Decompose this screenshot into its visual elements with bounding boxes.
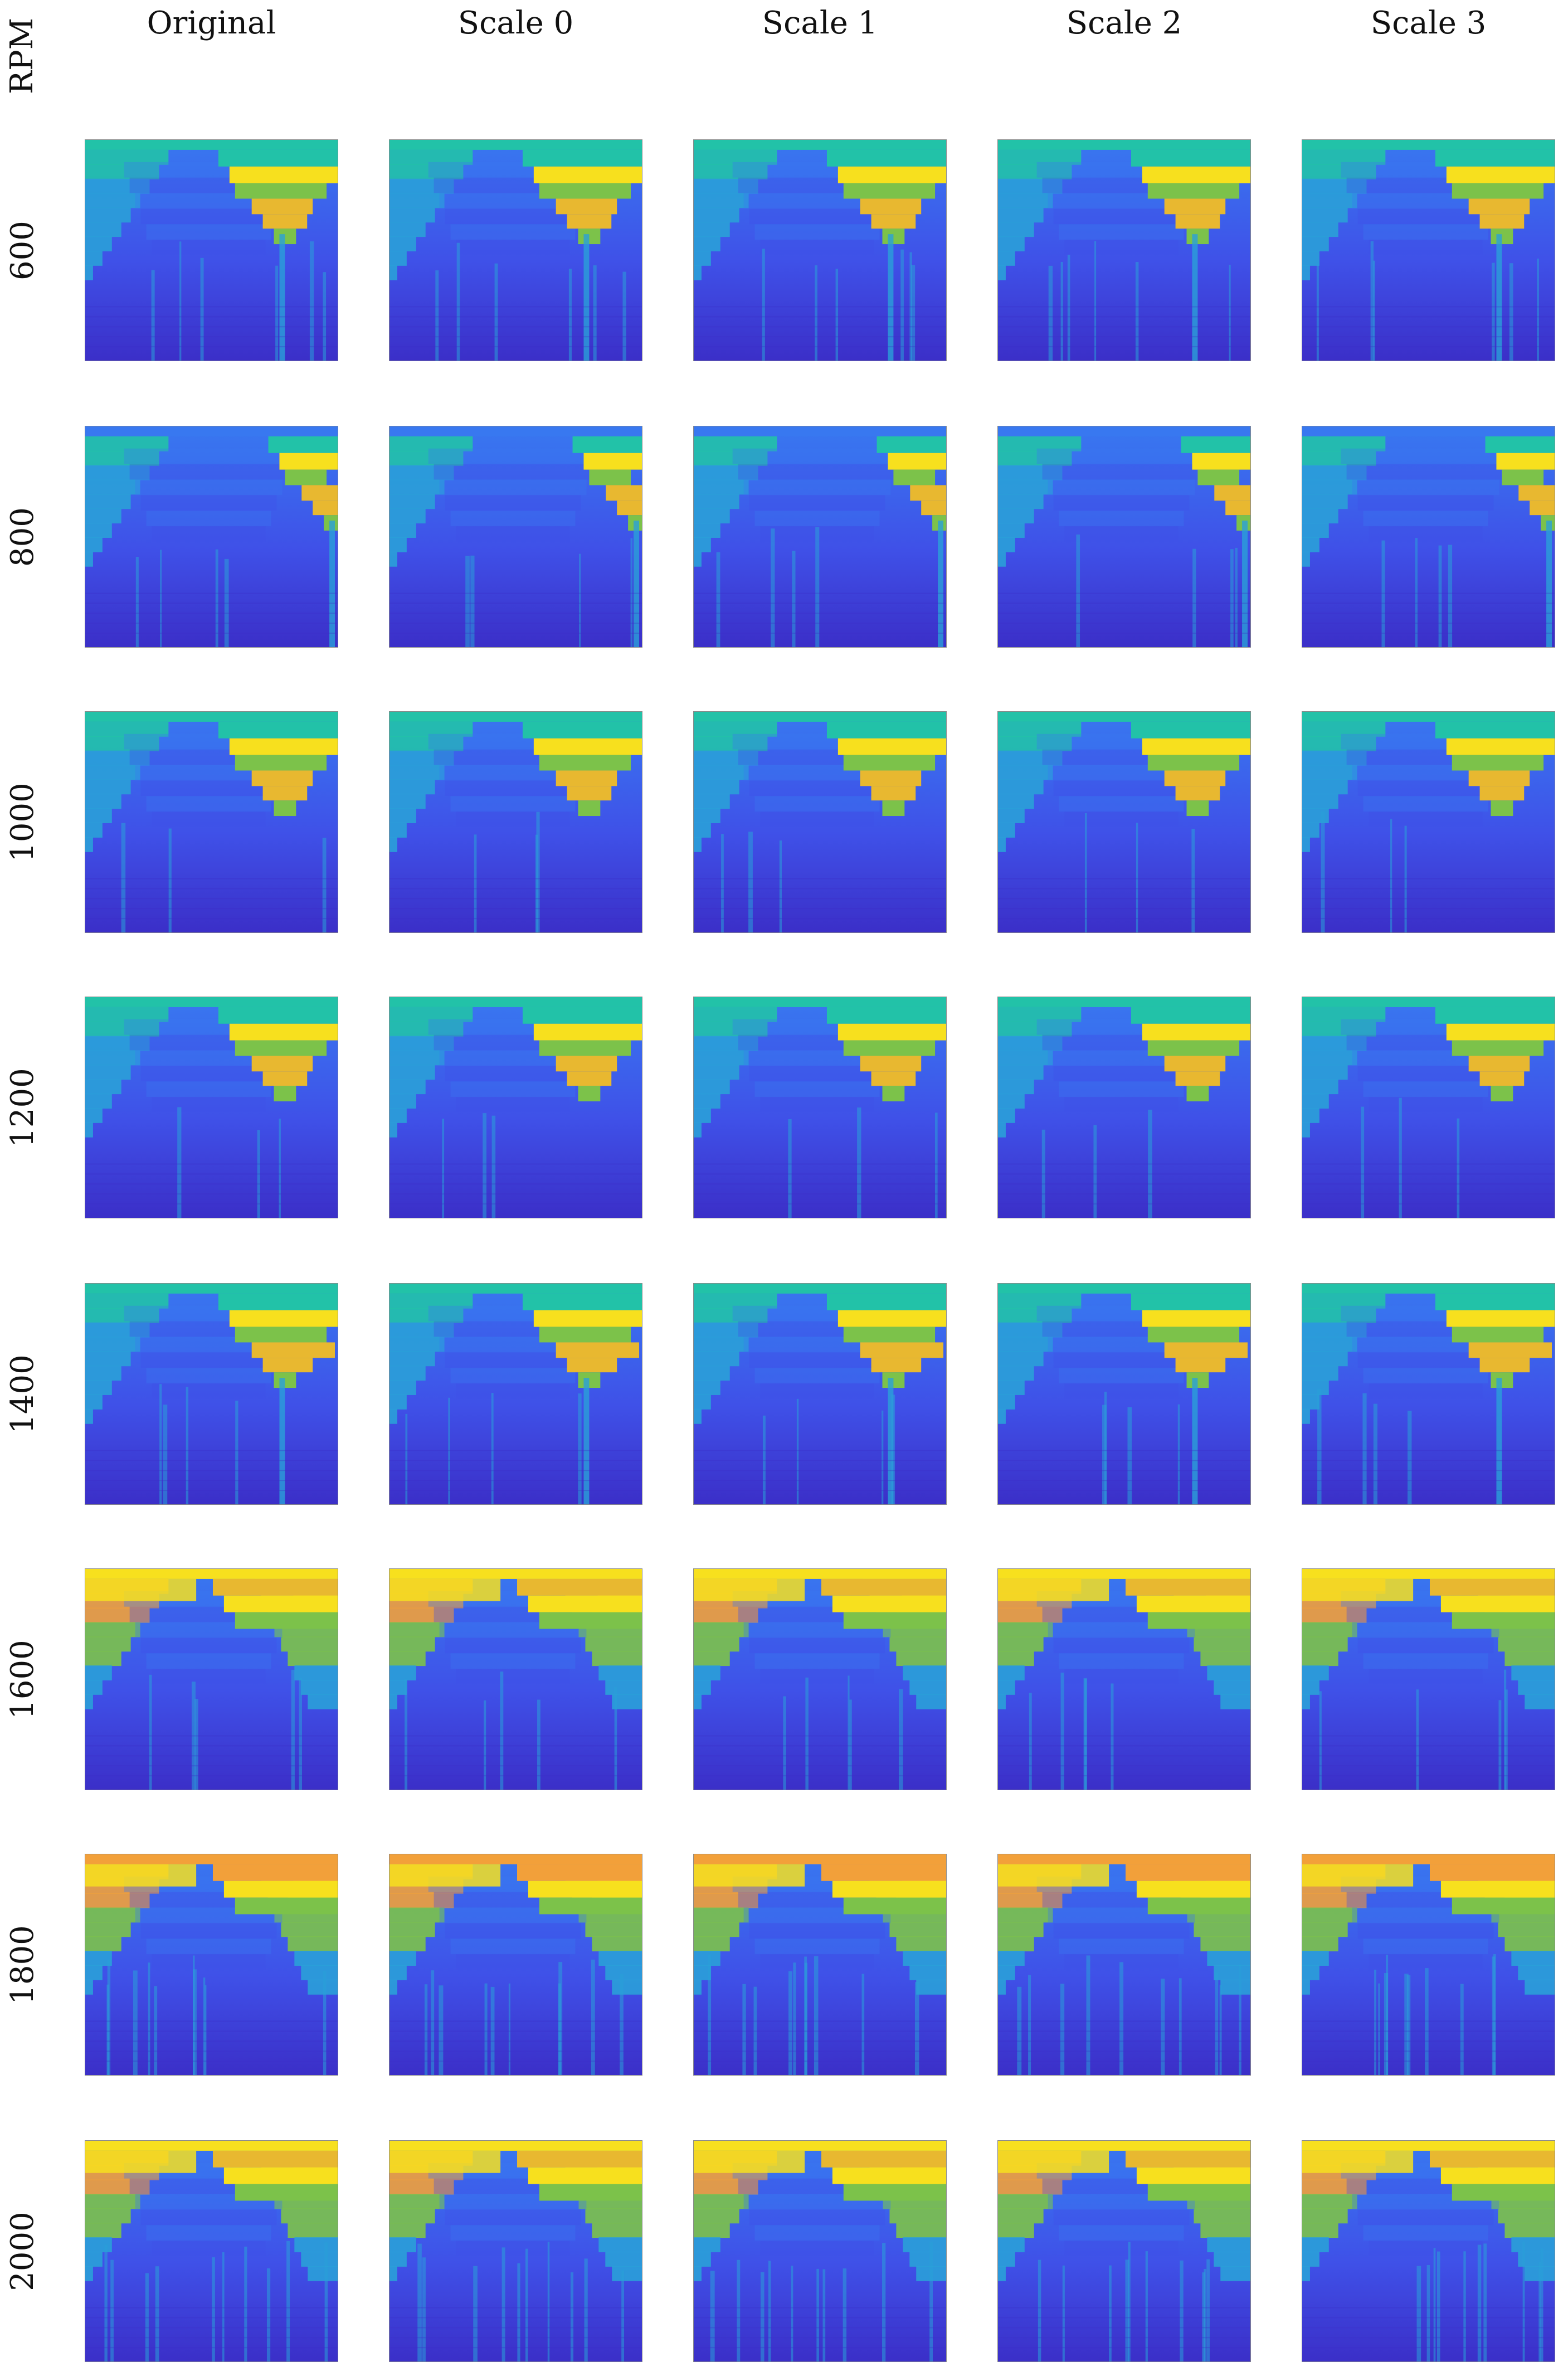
heatmap-panel xyxy=(85,1283,338,1505)
heatmap-panel xyxy=(389,1283,642,1505)
heatmap-panel xyxy=(1302,426,1555,648)
heatmap-panel xyxy=(1302,1854,1555,2076)
heatmap-panel xyxy=(389,426,642,648)
heatmap-panel xyxy=(693,1283,947,1505)
row-label-1600: 1600 xyxy=(4,1639,41,1719)
heatmap-panel xyxy=(389,1568,642,1790)
heatmap-panel xyxy=(1302,711,1555,933)
row-label-1200: 1200 xyxy=(4,1067,41,1148)
heatmap-panel xyxy=(693,711,947,933)
heatmap-panel xyxy=(693,2140,947,2362)
heatmap-panel xyxy=(997,1568,1251,1790)
row-label-1800: 1800 xyxy=(4,1925,41,2005)
heatmap-panel xyxy=(85,2140,338,2362)
heatmap-panel xyxy=(997,1854,1251,2076)
row-label-600: 600 xyxy=(4,220,41,280)
heatmap-panel xyxy=(85,997,338,1218)
heatmap-panel xyxy=(997,2140,1251,2362)
column-header-scale-2: Scale 2 xyxy=(1066,5,1182,41)
heatmap-panel xyxy=(1302,1568,1555,1790)
rpm-axis-label: RPM xyxy=(4,17,41,94)
heatmap-panel xyxy=(997,139,1251,361)
heatmap-panel xyxy=(997,711,1251,933)
heatmap-panel xyxy=(389,711,642,933)
heatmap-panel xyxy=(693,1854,947,2076)
heatmap-panel xyxy=(389,997,642,1218)
heatmap-panel xyxy=(389,139,642,361)
heatmap-panel xyxy=(1302,139,1555,361)
column-header-scale-1: Scale 1 xyxy=(762,5,878,41)
column-header-scale-0: Scale 0 xyxy=(457,5,574,41)
heatmap-panel xyxy=(1302,997,1555,1218)
heatmap-panel xyxy=(85,711,338,933)
heatmap-panel xyxy=(1302,2140,1555,2362)
heatmap-panel xyxy=(389,2140,642,2362)
column-header-original: Original xyxy=(147,5,276,41)
row-label-1400: 1400 xyxy=(4,1354,41,1434)
heatmap-panel xyxy=(85,139,338,361)
heatmap-panel xyxy=(85,426,338,648)
row-label-2000: 2000 xyxy=(4,2211,41,2291)
heatmap-panel xyxy=(389,1854,642,2076)
heatmap-panel xyxy=(85,1854,338,2076)
heatmap-panel xyxy=(997,426,1251,648)
heatmap-panel xyxy=(85,1568,338,1790)
heatmap-panel xyxy=(997,1283,1251,1505)
heatmap-panel xyxy=(693,426,947,648)
heatmap-panel xyxy=(693,997,947,1218)
column-header-scale-3: Scale 3 xyxy=(1370,5,1487,41)
heatmap-panel xyxy=(693,139,947,361)
heatmap-panel xyxy=(693,1568,947,1790)
row-label-1000: 1000 xyxy=(4,782,41,862)
heatmap-panel xyxy=(997,997,1251,1218)
heatmap-panel xyxy=(1302,1283,1555,1505)
row-label-800: 800 xyxy=(4,507,41,567)
